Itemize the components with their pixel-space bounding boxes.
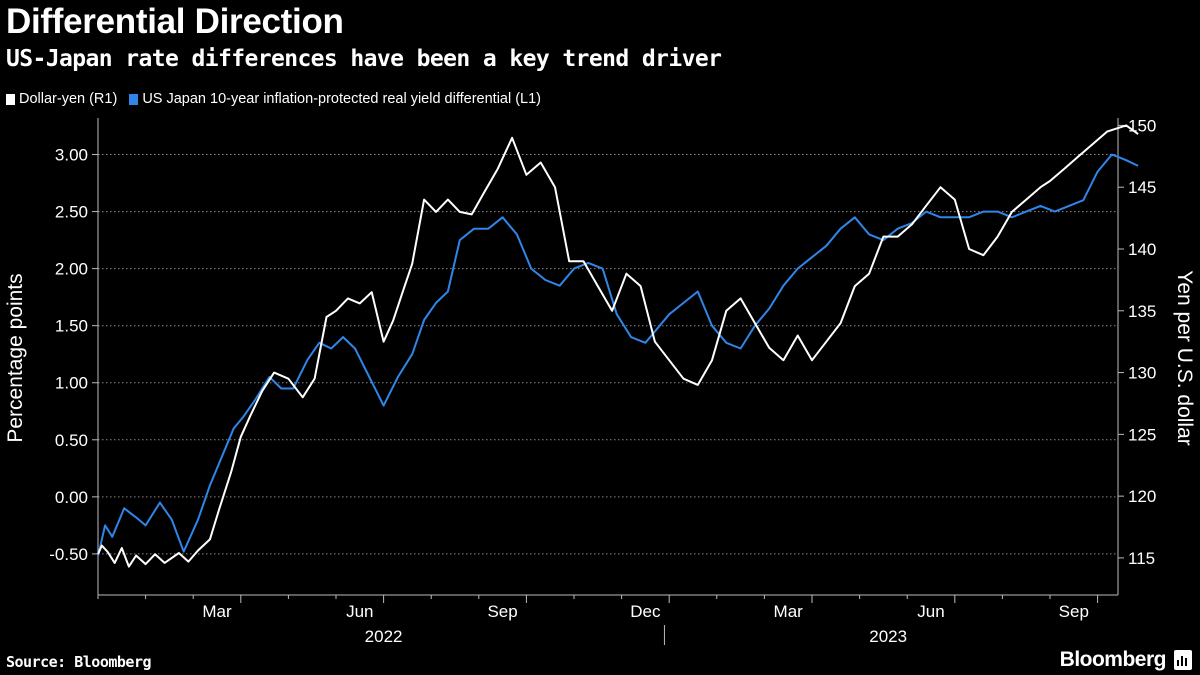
right-tick-label: 125	[1128, 425, 1156, 444]
legend-item-usdjpy: Dollar-yen (R1)	[6, 91, 117, 107]
right-tick-label: 145	[1128, 178, 1156, 197]
x-tick-label: Sep	[1059, 602, 1089, 621]
right-axis-label: Yen per U.S. dollar	[1173, 270, 1196, 446]
x-tick-label: Mar	[202, 602, 232, 621]
left-axis-label: Percentage points	[4, 273, 27, 442]
right-tick-label: 120	[1128, 487, 1156, 506]
x-tick-label: Mar	[774, 602, 804, 621]
series-layer	[97, 124, 1139, 568]
left-tick-label: 0.00	[55, 488, 88, 507]
series-line-usdjpy	[97, 124, 1139, 568]
series-line-differential	[97, 153, 1139, 557]
left-tick-label: -0.50	[49, 545, 88, 564]
right-tick-label: 115	[1128, 549, 1155, 568]
bloomberg-terminal-icon	[1174, 650, 1192, 670]
chart-title: Differential Direction	[6, 2, 344, 41]
legend-label-differential: US Japan 10-year inflation-protected rea…	[142, 91, 542, 107]
chart-subtitle: US-Japan rate differences have been a ke…	[6, 46, 722, 72]
x-tick-label: Jun	[346, 602, 373, 621]
left-tick-label: 1.00	[55, 374, 88, 393]
x-tick-label: Sep	[487, 602, 517, 621]
right-tick-label: 130	[1128, 364, 1156, 383]
gridlines	[98, 154, 1118, 555]
legend-swatch-white-icon	[6, 93, 15, 105]
left-tick-label: 2.50	[55, 203, 88, 222]
legend: Dollar-yen (R1) US Japan 10-year inflati…	[6, 91, 553, 107]
source-note: Source: Bloomberg	[6, 653, 152, 671]
left-tick-label: 2.00	[55, 260, 88, 279]
right-tick-label: 135	[1128, 302, 1156, 321]
legend-item-differential: US Japan 10-year inflation-protected rea…	[129, 91, 541, 107]
x-tick-label: Jun	[917, 602, 944, 621]
left-tick-label: 1.50	[55, 317, 88, 336]
legend-swatch-blue-icon	[129, 93, 139, 105]
legend-label-usdjpy: Dollar-yen (R1)	[19, 91, 118, 107]
left-tick-label: 0.50	[55, 431, 88, 450]
right-tick-label: 150	[1128, 116, 1156, 135]
left-tick-label: 3.00	[55, 146, 88, 165]
x-tick-label: Dec	[630, 602, 661, 621]
axes: 3.00 2.50 2.00 1.50 1.00 0.50 0.00 -0.50 150 145 1…	[49, 116, 1156, 646]
right-tick-label: 140	[1128, 240, 1156, 259]
brand-logo: Bloomberg	[1059, 648, 1167, 671]
year-label: 2022	[365, 627, 403, 646]
year-label: 2023	[869, 627, 907, 646]
